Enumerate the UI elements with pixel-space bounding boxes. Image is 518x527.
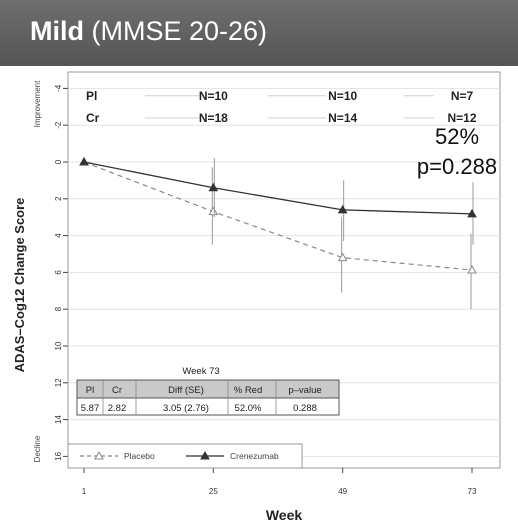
n-row-label: Cr [86, 111, 100, 125]
summary-table-header: Cr [112, 385, 122, 396]
y-tick-label: -2 [54, 121, 63, 129]
summary-table-cell: 3.05 (2.76) [163, 403, 209, 414]
y-tick-label: 12 [54, 378, 63, 387]
y-tick-label: 16 [54, 451, 63, 460]
y-tick-label: -4 [54, 84, 63, 92]
n-value: N=12 [447, 111, 476, 125]
summary-table-cell: 2.82 [108, 403, 127, 414]
y-axis-title: ADAS–Cog12 Change Score [12, 198, 27, 373]
y-tick-label: 14 [54, 415, 63, 424]
reduction-annotation: 52% [412, 124, 502, 150]
decline-label: Decline [33, 435, 42, 462]
n-value: N=10 [328, 89, 357, 103]
y-tick-label: 6 [54, 270, 63, 275]
legend-label: Crenezumab [230, 451, 279, 461]
x-tick-label: 1 [82, 487, 87, 496]
summary-table-cell: 5.87 [81, 403, 100, 414]
y-tick-label: 8 [54, 306, 63, 311]
data-point-placebo [468, 266, 476, 273]
improvement-label: Improvement [33, 80, 42, 127]
n-value: N=10 [199, 89, 228, 103]
pvalue-annotation: p=0.288 [402, 154, 512, 180]
x-axis-title: Week [266, 507, 303, 523]
n-value: N=18 [199, 111, 228, 125]
x-tick-label: 73 [468, 487, 477, 496]
n-value: N=14 [328, 111, 357, 125]
n-row-label: Pl [86, 89, 97, 103]
summary-table-header: p–value [288, 385, 321, 396]
summary-table-header: % Red [234, 385, 263, 396]
summary-table-header: Pl [86, 385, 94, 396]
legend-label: Placebo [124, 451, 155, 461]
x-tick-label: 25 [209, 487, 218, 496]
x-tick-label: 49 [338, 487, 347, 496]
summary-table-cell: 52.0% [235, 403, 262, 414]
y-tick-label: 2 [54, 196, 63, 201]
y-tick-label: 4 [54, 233, 63, 238]
y-tick-label: 0 [54, 159, 63, 164]
y-tick-label: 10 [54, 341, 63, 350]
summary-table-header: Diff (SE) [168, 385, 204, 396]
summary-table-title: Week 73 [182, 366, 219, 377]
n-value: N=7 [451, 89, 474, 103]
summary-table-cell: 0.288 [293, 403, 317, 414]
